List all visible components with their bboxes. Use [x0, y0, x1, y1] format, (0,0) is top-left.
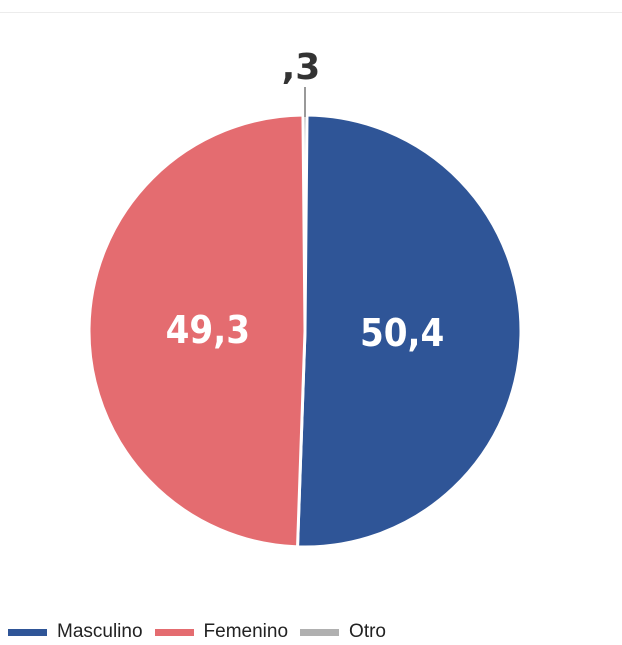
legend-swatch-masculino: [8, 628, 47, 636]
pie-slice-masculino: [295, 113, 523, 549]
top-divider: [0, 12, 622, 13]
legend-label-femenino: Femenino: [203, 621, 289, 642]
legend-label-otro: Otro: [349, 621, 386, 642]
legend-label-masculino: Masculino: [57, 621, 143, 642]
legend-item-femenino: Femenino: [154, 621, 289, 643]
slice-value-label-masculino: 50,4: [360, 311, 444, 355]
legend-swatch-otro: [300, 628, 340, 636]
slice-value-label-femenino: 49,3: [166, 308, 250, 352]
legend-item-otro: Otro: [300, 621, 386, 643]
legend-swatch-femenino: [154, 628, 194, 636]
legend: Masculino Femenino Otro: [8, 621, 398, 643]
pie-chart: 50,4 49,3 ,3: [87, 47, 523, 549]
legend-item-masculino: Masculino: [8, 621, 143, 643]
slice-value-label-otro: ,3: [282, 47, 321, 88]
pie-slice-femenino: [87, 113, 307, 549]
